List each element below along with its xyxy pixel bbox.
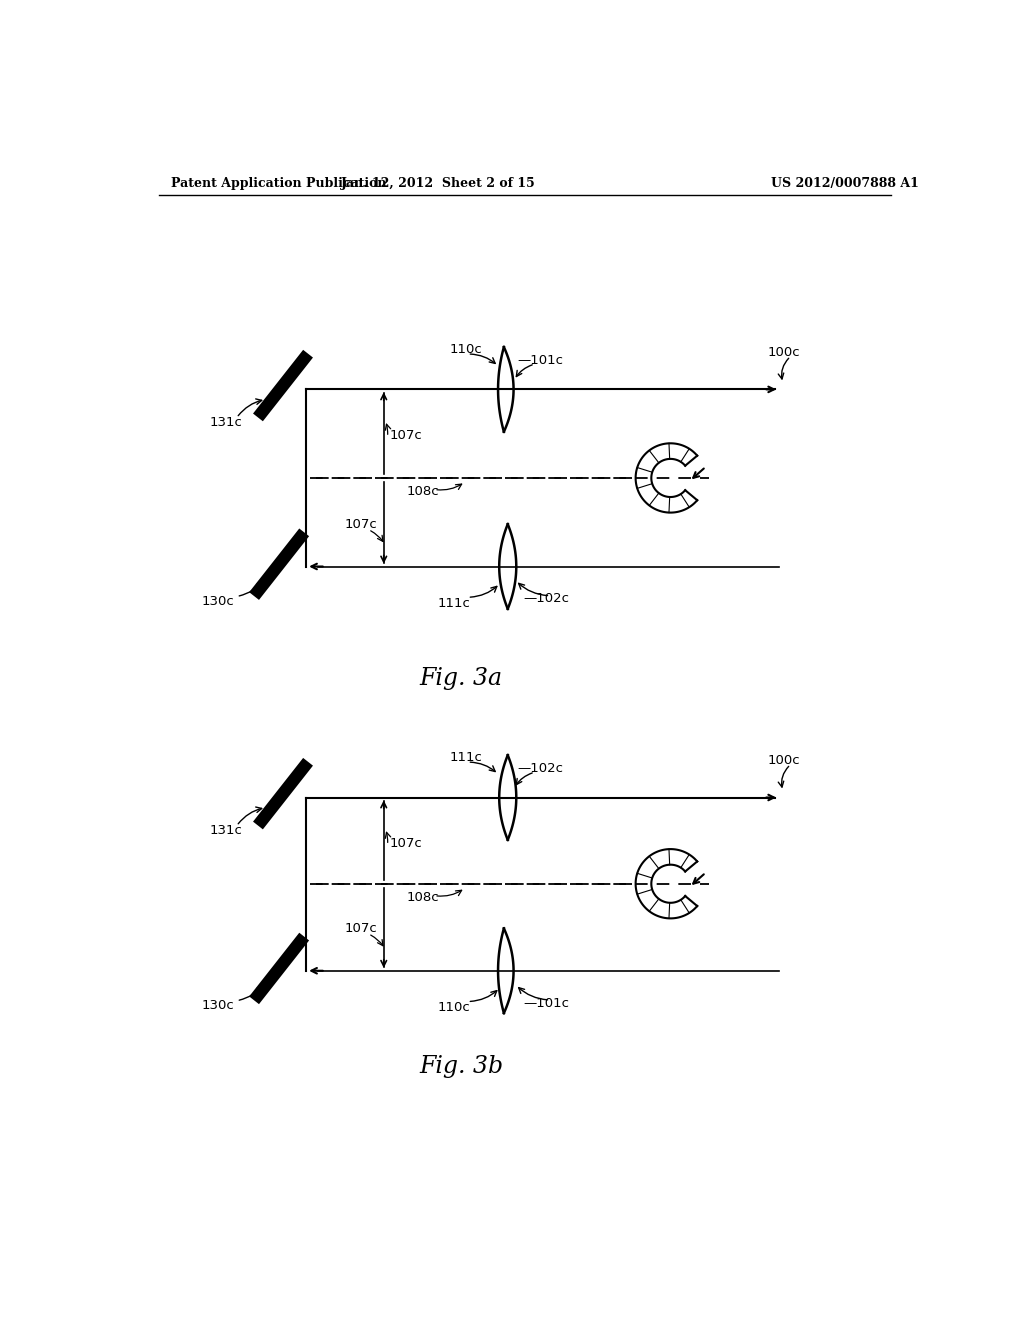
Text: 107c: 107c [390, 837, 423, 850]
Text: 130c: 130c [202, 594, 234, 607]
Text: Jan. 12, 2012  Sheet 2 of 15: Jan. 12, 2012 Sheet 2 of 15 [341, 177, 536, 190]
Text: 111c: 111c [438, 597, 471, 610]
Text: 107c: 107c [390, 429, 423, 442]
Text: —102c: —102c [517, 762, 563, 775]
Text: 107c: 107c [345, 517, 378, 531]
Text: 131c: 131c [209, 824, 243, 837]
Text: Fig. 3a: Fig. 3a [420, 667, 503, 689]
Text: 107c: 107c [345, 921, 378, 935]
Text: 110c: 110c [438, 1001, 471, 1014]
Text: 130c: 130c [202, 999, 234, 1012]
Text: —102c: —102c [523, 593, 569, 606]
Text: 100c: 100c [767, 346, 800, 359]
Text: Patent Application Publication: Patent Application Publication [171, 177, 386, 190]
Text: Fig. 3b: Fig. 3b [419, 1056, 504, 1078]
Text: 100c: 100c [767, 754, 800, 767]
Text: —101c: —101c [517, 354, 563, 367]
Text: —101c: —101c [523, 997, 569, 1010]
Text: 131c: 131c [209, 416, 243, 429]
Text: 110c: 110c [450, 343, 482, 356]
Text: 111c: 111c [450, 751, 482, 764]
Text: 108c: 108c [407, 891, 439, 904]
Text: 108c: 108c [407, 486, 439, 499]
Text: US 2012/0007888 A1: US 2012/0007888 A1 [771, 177, 920, 190]
